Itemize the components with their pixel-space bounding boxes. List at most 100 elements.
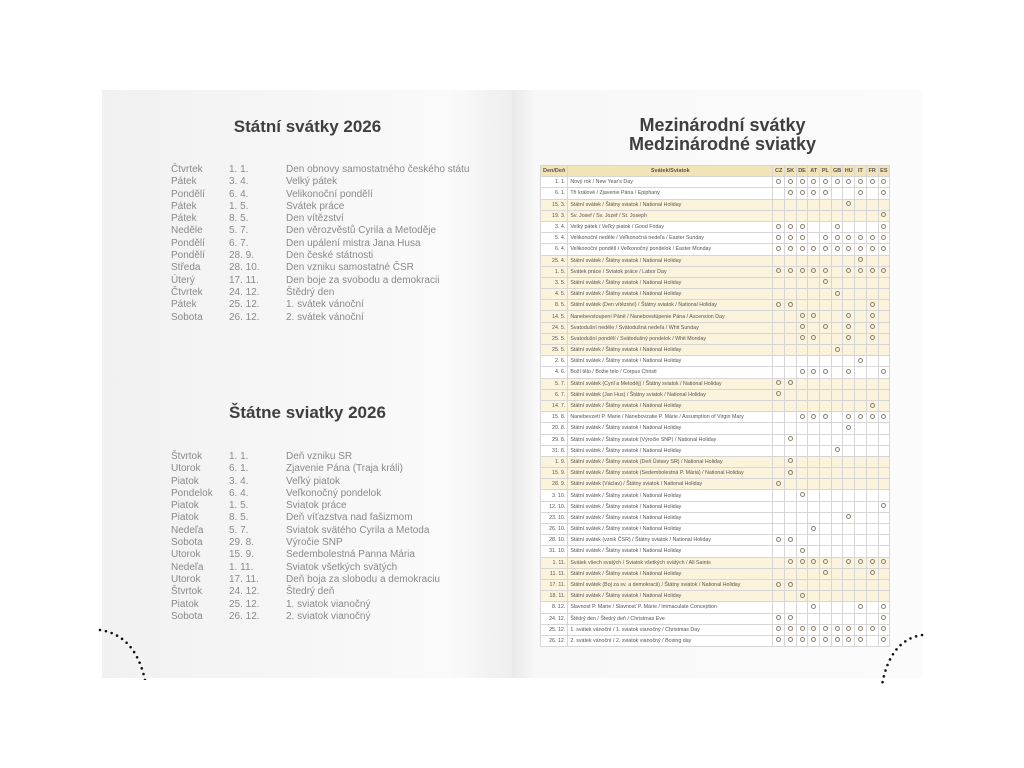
cell-cz: [772, 388, 785, 401]
row-holiday-name: Státní svátek (Jan Hus) / Štátny sviatok…: [567, 388, 774, 401]
cell-hu: [842, 243, 856, 256]
row-date: 8. 5.: [539, 299, 569, 312]
cell-at: [807, 522, 821, 536]
cell-cz: [772, 601, 785, 614]
holiday-mark-icon: [787, 301, 793, 307]
cell-at: [807, 534, 821, 547]
holiday-mark-icon: [811, 245, 817, 251]
cell-fr: [865, 534, 879, 547]
cell-gb: [830, 455, 844, 469]
cell-it: [854, 601, 867, 614]
cell-es: [877, 545, 891, 558]
row-holiday-name: Státní svátek / Štátny sviatok / Nationa…: [567, 288, 774, 301]
cell-hu: [842, 399, 856, 413]
table-row: 5. 7. Státní svátek (Cyril a Metoděj) / Š…: [539, 377, 891, 390]
cell-pl: [819, 366, 832, 379]
table-row: 15. 9. Státní svátek / Štátny sviatok (Se…: [539, 467, 891, 480]
holiday-date: 1. 5.: [229, 500, 249, 512]
holiday-mark-icon: [881, 223, 887, 229]
holiday-mark-icon: [857, 189, 863, 195]
cell-pl: [819, 422, 832, 435]
row-date: 24. 12.: [539, 612, 569, 625]
cell-at: [807, 411, 821, 424]
table-row: 1. 1. Nový rok / New Year's Day: [539, 176, 891, 189]
row-date: 1. 1.: [539, 176, 569, 189]
holiday-mark-icon: [776, 268, 782, 274]
cell-de: [795, 276, 809, 290]
cell-pl: [819, 444, 832, 457]
cell-at: [807, 377, 821, 390]
cell-at: [807, 366, 821, 379]
cell-es: [877, 187, 891, 200]
cell-de: [795, 310, 809, 323]
holiday-name: Den obnovy samostatného českého státu: [286, 164, 470, 175]
cell-gb: [830, 332, 844, 346]
holiday-mark-icon: [857, 559, 863, 565]
cell-sk: [784, 366, 797, 379]
cell-pl: [819, 265, 832, 278]
cell-at: [807, 355, 821, 368]
row-date: 25. 5.: [539, 332, 569, 346]
holiday-name: 1. svátek vánoční: [286, 299, 364, 311]
holiday-day: Piatok: [171, 598, 199, 610]
cell-it: [854, 567, 867, 580]
holiday-mark-icon: [881, 234, 887, 240]
row-holiday-name: Státní svátek / Štátny sviatok / Nationa…: [567, 511, 774, 525]
row-date: 1. 11.: [539, 556, 569, 569]
cell-gb: [830, 209, 844, 222]
table-row: 15. 8. Nanebevzetí P. Marie / Nanebovzati…: [539, 411, 891, 424]
decorative-dotted-curve-right: [880, 633, 924, 685]
table-row: 23. 10. Státní svátek / Štátny sviatok / …: [539, 511, 891, 525]
holiday-mark-icon: [799, 637, 805, 643]
cz-holidays-title: Státní svátky 2026: [233, 117, 382, 136]
cell-fr: [865, 209, 879, 222]
cell-pl: [819, 522, 832, 536]
holiday-name: Sviatok všetkých svätých: [286, 561, 398, 573]
holiday-mark-icon: [787, 223, 793, 229]
cell-de: [795, 232, 809, 245]
cell-pl: [819, 209, 832, 222]
cell-fr: [865, 310, 879, 323]
cell-cz: [772, 254, 785, 267]
cell-at: [807, 623, 821, 636]
cell-sk: [784, 343, 797, 357]
cell-it: [854, 388, 867, 401]
cell-pl: [819, 355, 832, 368]
cell-it: [854, 422, 867, 435]
table-row: 25. 4. Státní svátek / Štátny sviatok / N…: [539, 254, 891, 267]
cell-at: [807, 187, 821, 200]
cell-sk: [784, 489, 797, 502]
holiday-day: Nedeľa: [171, 561, 204, 573]
cell-at: [807, 321, 821, 334]
holiday-mark-icon: [799, 626, 805, 632]
cell-fr: [865, 176, 879, 189]
cell-at: [807, 500, 821, 513]
cell-hu: [842, 388, 856, 401]
cell-hu: [842, 567, 856, 580]
cell-at: [807, 433, 821, 446]
holiday-day: Utorok: [171, 549, 201, 561]
cell-de: [795, 288, 809, 301]
table-row: 6. 7. Státní svátek (Jan Hus) / Štátny sv…: [539, 388, 891, 401]
cell-es: [877, 590, 891, 603]
cell-de: [795, 198, 809, 211]
cell-it: [854, 612, 867, 625]
row-holiday-name: Státní svátek (Boj za sv. a demokracii) …: [567, 578, 774, 592]
cell-es: [877, 634, 891, 648]
holiday-mark-icon: [811, 525, 817, 531]
cell-hu: [842, 176, 856, 189]
row-date: 11. 11.: [539, 567, 569, 580]
cell-gb: [830, 321, 844, 334]
holiday-mark-icon: [822, 279, 828, 285]
holiday-mark-icon: [834, 637, 840, 643]
cell-sk: [784, 590, 797, 603]
cell-hu: [842, 411, 856, 424]
cell-de: [795, 399, 809, 413]
cell-it: [854, 355, 867, 368]
cell-fr: [865, 601, 879, 614]
holiday-mark-icon: [846, 626, 852, 632]
holiday-mark-icon: [846, 637, 852, 643]
cell-sk: [784, 612, 797, 625]
table-row: 28. 10. Státní svátek (vznik ČSR) / Štátn…: [539, 534, 891, 547]
holiday-mark-icon: [799, 324, 805, 330]
